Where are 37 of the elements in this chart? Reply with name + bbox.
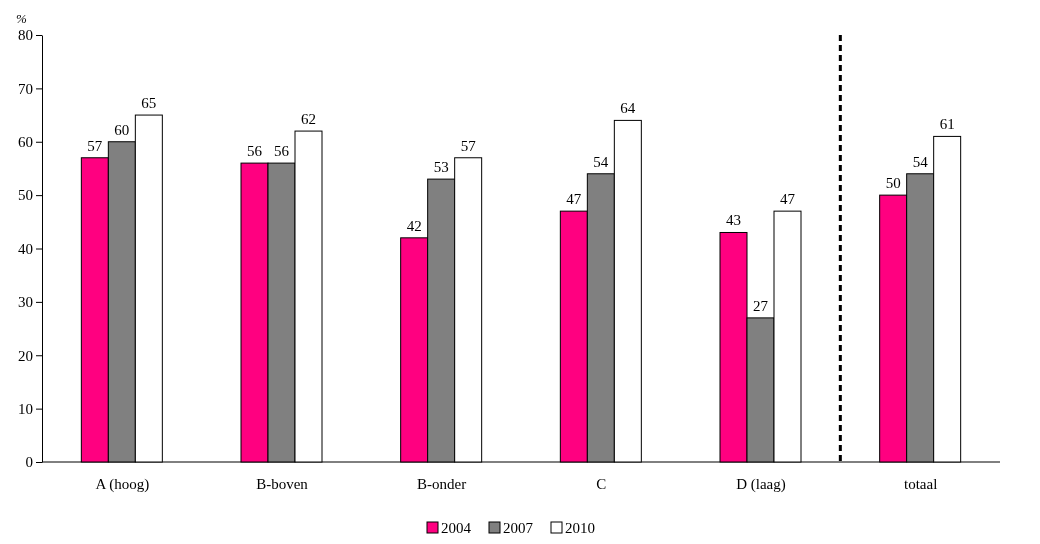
x-tick-label: B-boven: [256, 475, 309, 492]
data-label: 27: [753, 297, 769, 314]
x-tick-label: B-onder: [417, 475, 467, 492]
data-label: 61: [939, 116, 955, 133]
y-tick-label: 0: [25, 454, 33, 471]
x-tick-label: A (hoog): [95, 475, 150, 493]
y-tick-label: 40: [18, 240, 33, 257]
data-label: 65: [141, 95, 157, 112]
x-tick-label: totaal: [904, 475, 938, 492]
y-tick-label: 50: [18, 187, 33, 204]
x-tick-label: C: [596, 475, 607, 492]
data-label: 53: [433, 159, 449, 176]
legend-label: 2010: [565, 520, 595, 536]
data-label: 57: [87, 137, 103, 154]
data-label: 47: [566, 191, 582, 208]
data-label: 56: [247, 143, 263, 160]
y-tick-label: 70: [18, 80, 33, 97]
data-label: 43: [726, 212, 741, 229]
data-label: 47: [780, 191, 796, 208]
data-label: 42: [406, 217, 422, 234]
legend-label: 2004: [441, 520, 472, 536]
y-tick-label: 60: [18, 134, 33, 151]
data-label: 57: [460, 137, 477, 154]
data-label: 50: [885, 175, 901, 192]
data-label: 56: [274, 143, 290, 160]
data-label: 54: [593, 153, 609, 170]
y-tick-label: 30: [18, 294, 33, 311]
data-label: 62: [301, 111, 316, 128]
legend-label: 2007: [503, 520, 534, 536]
data-label: 64: [620, 100, 636, 117]
x-tick-label: D (laag): [736, 475, 786, 493]
data-label: 60: [114, 121, 130, 138]
y-tick-label: 10: [18, 400, 33, 417]
y-tick-label: 80: [18, 27, 33, 44]
y-axis-title: %: [16, 11, 27, 26]
data-label: 54: [912, 153, 929, 170]
y-tick-label: 20: [18, 347, 33, 364]
